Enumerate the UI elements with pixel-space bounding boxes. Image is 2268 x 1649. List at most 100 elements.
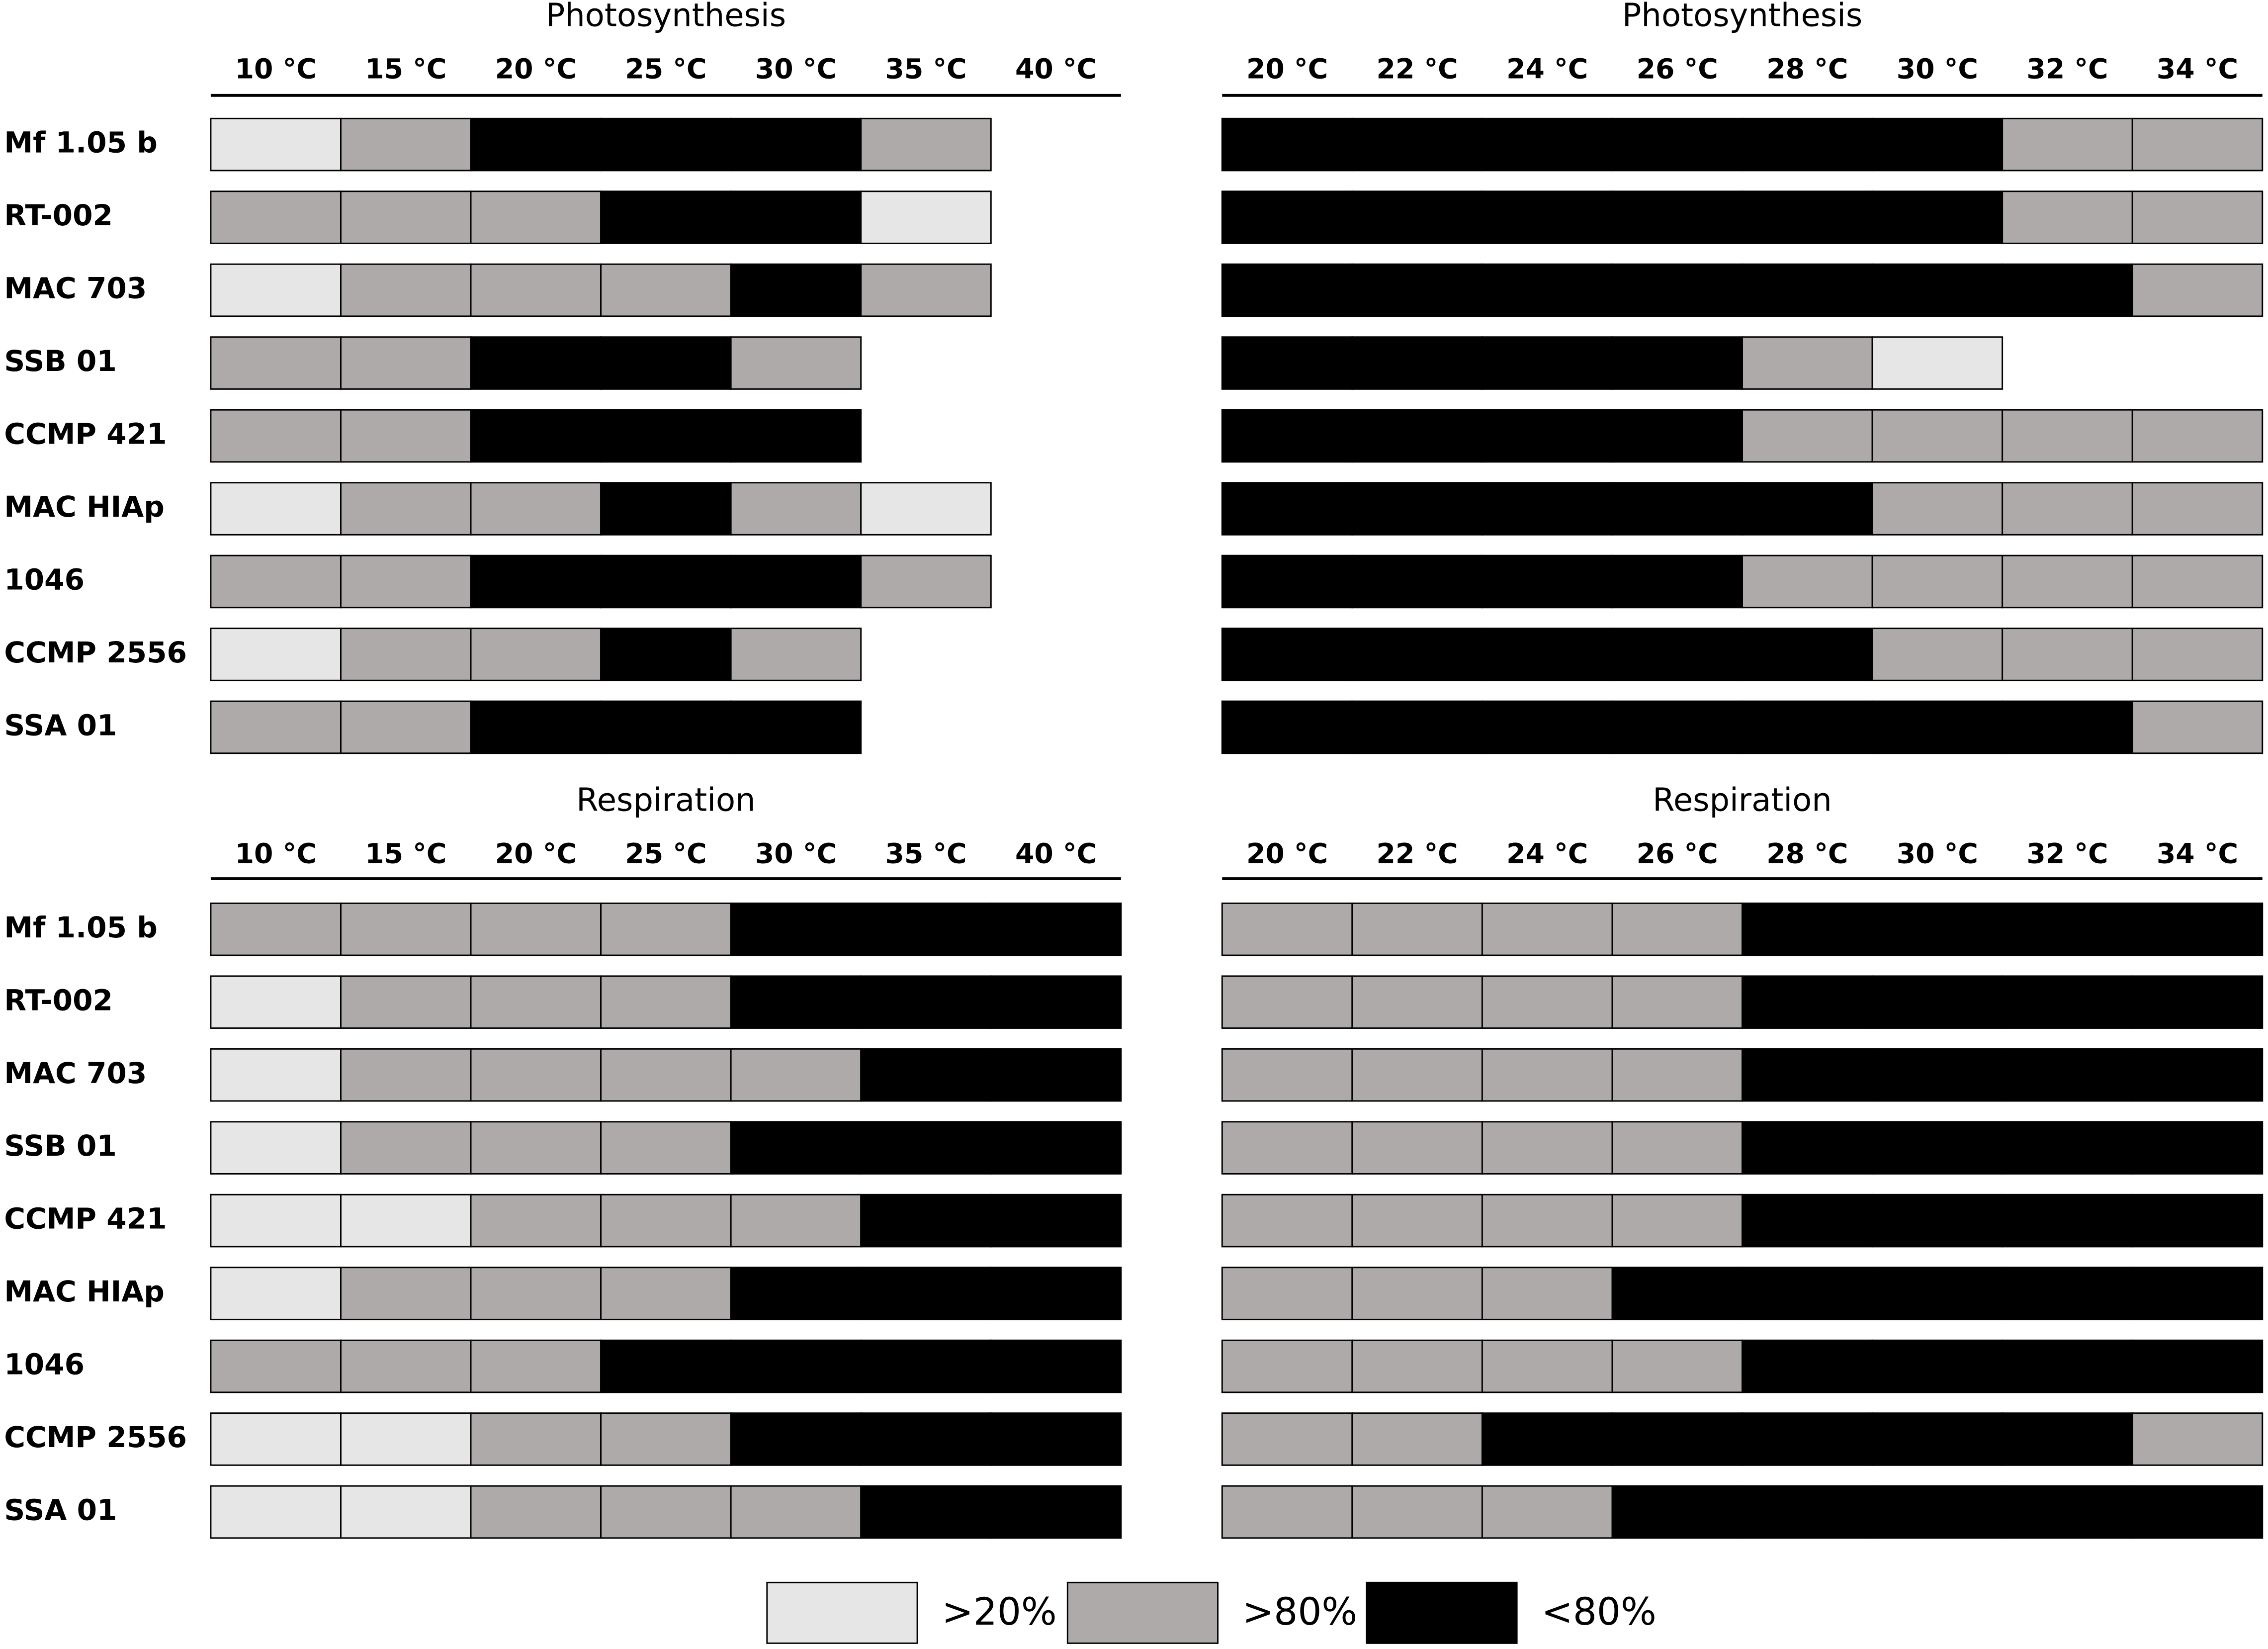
cell <box>2002 1485 2133 1539</box>
cell <box>1481 700 1613 754</box>
row-label: MAC 703 <box>4 272 147 305</box>
cell <box>1611 1193 1743 1248</box>
cell <box>730 902 862 956</box>
cell <box>470 263 602 317</box>
cell <box>210 1048 342 1102</box>
cell <box>2131 1267 2264 1320</box>
cell <box>730 1339 862 1393</box>
cell <box>600 336 732 390</box>
column-header: 40 °C <box>1015 54 1097 86</box>
cell <box>1871 902 2004 956</box>
cell <box>2131 628 2264 681</box>
cell <box>1742 1412 1873 1466</box>
cell <box>2002 628 2133 681</box>
cell <box>1742 1193 1873 1248</box>
cell <box>1742 628 1873 681</box>
cell <box>2002 263 2133 317</box>
cell <box>600 902 732 956</box>
cell <box>1351 1121 1483 1175</box>
cell <box>1221 902 1353 956</box>
cell <box>990 1193 1122 1248</box>
cell <box>860 1412 992 1466</box>
column-header: 28 °C <box>1766 838 1848 870</box>
cell <box>1742 482 1873 536</box>
cell <box>1611 482 1743 536</box>
cell <box>340 1412 472 1466</box>
cell <box>1221 263 1353 317</box>
cell <box>470 1121 602 1175</box>
cell <box>470 628 602 681</box>
cell <box>1871 1485 2004 1539</box>
column-header: 35 °C <box>885 54 966 86</box>
cell <box>340 336 472 390</box>
cell <box>860 975 992 1029</box>
cell <box>210 628 342 681</box>
cell <box>470 117 602 172</box>
cell <box>470 975 602 1029</box>
cell <box>1611 409 1743 463</box>
cell <box>2131 554 2264 609</box>
cell <box>600 628 732 681</box>
cell <box>860 1193 992 1248</box>
cell <box>340 628 472 681</box>
cell <box>1611 190 1743 244</box>
cell <box>1351 190 1483 244</box>
cell <box>2131 263 2264 317</box>
cell <box>2002 190 2133 244</box>
cell <box>340 409 472 463</box>
cell <box>1221 1193 1353 1248</box>
cell <box>1351 902 1483 956</box>
cell <box>210 336 342 390</box>
legend-swatch <box>1066 1581 1219 1644</box>
cell <box>990 1485 1122 1539</box>
cell <box>1221 409 1353 463</box>
legend-swatch <box>766 1581 918 1644</box>
cell <box>1221 1412 1353 1466</box>
cell <box>1351 1267 1483 1320</box>
cell <box>2002 1193 2133 1248</box>
column-header: 20 °C <box>1246 54 1328 86</box>
cell <box>730 190 862 244</box>
cell <box>600 263 732 317</box>
cell <box>340 1267 472 1320</box>
column-header: 26 °C <box>1637 838 1718 870</box>
cell <box>470 1339 602 1393</box>
cell <box>340 1048 472 1102</box>
cell <box>2002 554 2133 609</box>
cell <box>600 700 732 754</box>
column-header: 30 °C <box>755 54 837 86</box>
cell <box>1611 628 1743 681</box>
cell <box>600 1485 732 1539</box>
cell <box>990 1267 1122 1320</box>
cell <box>340 190 472 244</box>
cell <box>1871 336 2004 390</box>
cell <box>1611 1412 1743 1466</box>
cell <box>1351 1193 1483 1248</box>
cell <box>1481 975 1613 1029</box>
cell <box>470 1485 602 1539</box>
row-label: SSB 01 <box>4 1129 116 1163</box>
panel-title: Respiration <box>576 782 755 819</box>
cell <box>600 1412 732 1466</box>
cell <box>860 263 992 317</box>
cell <box>990 1412 1122 1466</box>
cell <box>860 190 992 244</box>
cell <box>1351 700 1483 754</box>
cell <box>340 1193 472 1248</box>
cell <box>1221 482 1353 536</box>
column-header: 30 °C <box>1897 54 1978 86</box>
row-label: 1046 <box>4 563 85 597</box>
cell <box>1481 336 1613 390</box>
cell <box>600 1193 732 1248</box>
cell <box>1481 628 1613 681</box>
cell <box>730 336 862 390</box>
cell <box>1871 700 2004 754</box>
cell <box>470 336 602 390</box>
cell <box>1481 117 1613 172</box>
cell <box>860 902 992 956</box>
column-header: 25 °C <box>625 54 706 86</box>
cell <box>1871 409 2004 463</box>
cell <box>2131 482 2264 536</box>
cell <box>210 1412 342 1466</box>
